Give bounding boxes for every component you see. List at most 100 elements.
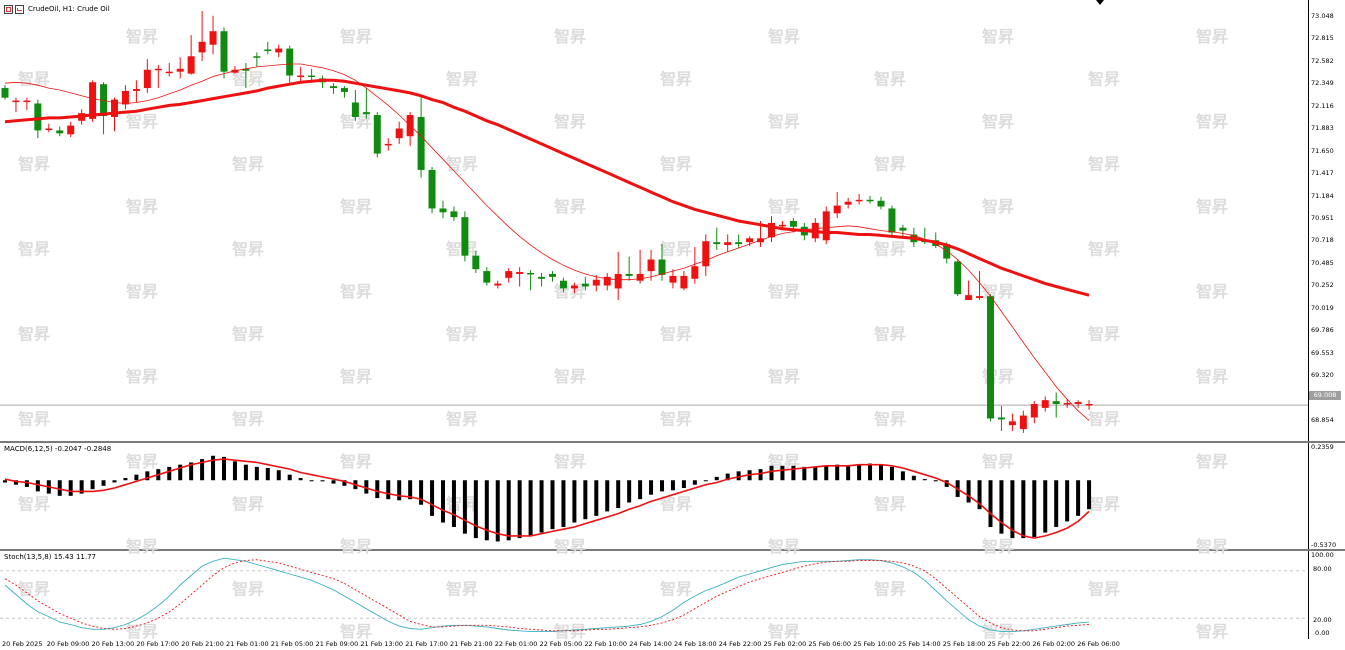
watermark-text: 智昇 bbox=[232, 155, 264, 174]
candle-body bbox=[450, 211, 458, 218]
macd-axis[interactable] bbox=[1308, 443, 1345, 549]
moving-average-slow bbox=[4, 78, 1090, 297]
macd-bar bbox=[616, 480, 621, 509]
watermark-text: 智昇 bbox=[1196, 27, 1228, 46]
watermark-text: 智昇 bbox=[126, 367, 158, 386]
time-axis-label: 22 Feb 05:00 bbox=[539, 640, 583, 648]
macd-bar bbox=[1054, 480, 1059, 527]
macd-bar bbox=[254, 466, 259, 481]
macd-bar bbox=[780, 465, 785, 481]
watermark-text: 智昇 bbox=[340, 622, 372, 641]
macd-bar bbox=[714, 476, 719, 481]
time-axis-label: 20 Feb 17:00 bbox=[136, 640, 180, 648]
macd-bar bbox=[977, 480, 982, 510]
candle-body bbox=[768, 222, 775, 238]
watermark-text: 智昇 bbox=[874, 495, 906, 514]
macd-bar bbox=[331, 480, 336, 484]
time-axis-label: 20 Feb 09:00 bbox=[46, 640, 90, 648]
watermark-text: 智昇 bbox=[768, 282, 800, 301]
candle-body bbox=[220, 31, 228, 72]
time-axis-label: 25 Feb 02:00 bbox=[763, 640, 807, 648]
macd-bar bbox=[846, 465, 851, 481]
chart-type-icon[interactable] bbox=[15, 5, 24, 14]
candle-body bbox=[954, 261, 962, 295]
macd-bar bbox=[868, 463, 873, 481]
watermark-text: 智昇 bbox=[446, 325, 478, 344]
watermark-text: 智昇 bbox=[554, 452, 586, 471]
watermark-text: 智昇 bbox=[768, 367, 800, 386]
candle-body bbox=[187, 56, 195, 74]
watermark-text: 智昇 bbox=[660, 410, 692, 429]
stoch-main-line bbox=[4, 557, 1090, 633]
macd-bar bbox=[24, 480, 29, 487]
time-axis-label: 25 Feb 10:00 bbox=[853, 640, 896, 648]
shift-marker[interactable] bbox=[1096, 0, 1104, 5]
candle-body bbox=[308, 75, 316, 78]
macd-bar bbox=[189, 462, 194, 481]
price-axis-label: 70.485 bbox=[1311, 258, 1334, 267]
macd-bar bbox=[408, 480, 413, 500]
watermark-text: 智昇 bbox=[768, 622, 800, 641]
watermark-text: 智昇 bbox=[982, 367, 1014, 386]
price-pane[interactable] bbox=[0, 0, 1308, 441]
watermark-text: 智昇 bbox=[18, 70, 50, 89]
macd-bar bbox=[200, 459, 205, 481]
time-axis-label: 26 Feb 06:00 bbox=[1077, 640, 1120, 648]
stoch-axis-100: 100.00 bbox=[1311, 551, 1334, 559]
price-axis-label: 72.116 bbox=[1311, 101, 1334, 110]
watermark-text: 智昇 bbox=[982, 112, 1014, 131]
candle-body bbox=[669, 275, 677, 283]
candle-body bbox=[1074, 402, 1082, 405]
macd-bar bbox=[57, 480, 62, 496]
price-axis-label: 72.815 bbox=[1311, 34, 1334, 43]
candle-body bbox=[636, 273, 644, 281]
watermark-text: 智昇 bbox=[1088, 410, 1120, 429]
watermark-text: 智昇 bbox=[660, 70, 692, 89]
price-axis-label: 69.553 bbox=[1311, 348, 1334, 357]
candle-body bbox=[1085, 404, 1093, 406]
watermark-text: 智昇 bbox=[446, 70, 478, 89]
candle-body bbox=[1052, 401, 1060, 405]
candle-body bbox=[176, 68, 184, 72]
candle-body bbox=[549, 273, 556, 277]
symbol-label: CrudeOil, H1: Crude Oil bbox=[28, 5, 110, 13]
candle-body bbox=[209, 31, 217, 45]
candle-body bbox=[100, 84, 108, 116]
watermark-text: 智昇 bbox=[1196, 622, 1228, 641]
pane-separator[interactable] bbox=[0, 441, 1345, 443]
macd-bar bbox=[889, 466, 894, 481]
stoch-axis[interactable] bbox=[1308, 551, 1345, 639]
macd-bar bbox=[484, 480, 489, 541]
macd-bar bbox=[583, 480, 588, 520]
candle-body bbox=[340, 88, 348, 92]
grid-icon[interactable] bbox=[4, 5, 13, 14]
price-axis[interactable] bbox=[1308, 0, 1345, 441]
macd-bar bbox=[375, 480, 380, 499]
time-axis-label: 25 Feb 18:00 bbox=[942, 640, 986, 648]
macd-bar bbox=[79, 480, 84, 494]
candle-body bbox=[570, 285, 578, 289]
candle-body bbox=[789, 220, 797, 227]
watermark-text: 智昇 bbox=[1196, 112, 1228, 131]
watermark-text: 智昇 bbox=[126, 282, 158, 301]
candle-body bbox=[56, 130, 64, 134]
macd-bar bbox=[528, 480, 533, 536]
price-axis-label: 71.417 bbox=[1311, 169, 1334, 178]
candle-body bbox=[23, 100, 31, 103]
stoch-signal-line bbox=[4, 559, 1090, 632]
macd-bar bbox=[857, 464, 862, 481]
macd-bar bbox=[211, 455, 216, 481]
macd-bar bbox=[802, 466, 807, 481]
current-price-tag: 69.008 bbox=[1309, 391, 1341, 400]
time-axis-label: 25 Feb 14:00 bbox=[898, 640, 941, 648]
time-axis-label: 21 Feb 17:00 bbox=[405, 640, 448, 648]
macd-bar bbox=[364, 480, 369, 494]
watermark-text: 智昇 bbox=[768, 112, 800, 131]
candle-body bbox=[855, 199, 863, 202]
pane-separator[interactable] bbox=[0, 549, 1345, 551]
watermark-text: 智昇 bbox=[126, 452, 158, 471]
candle-body bbox=[965, 295, 973, 300]
